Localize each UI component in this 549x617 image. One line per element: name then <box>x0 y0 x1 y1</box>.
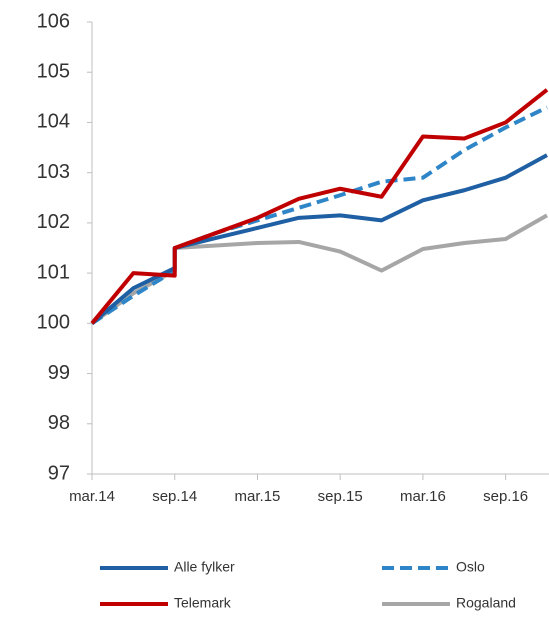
series-line <box>90 88 549 325</box>
x-tick-label: sep.16 <box>483 488 528 505</box>
y-tick-label: 97 <box>48 462 70 484</box>
y-tick-label: 100 <box>37 312 70 334</box>
x-tick-label: mar.16 <box>400 488 446 505</box>
series-line <box>90 213 548 325</box>
y-tick-label: 106 <box>37 10 70 32</box>
series-line <box>90 153 548 325</box>
legend-label: Rogaland <box>456 595 516 611</box>
legend-label: Alle fylker <box>174 559 235 575</box>
legend-label: Oslo <box>456 559 485 575</box>
x-tick-label: mar.14 <box>69 488 115 505</box>
x-tick-label: mar.15 <box>235 488 281 505</box>
y-tick-label: 98 <box>48 412 70 434</box>
x-tick-label: sep.15 <box>318 488 363 505</box>
y-tick-label: 105 <box>37 61 70 83</box>
y-tick-label: 101 <box>37 261 70 283</box>
y-tick-label: 104 <box>37 111 70 133</box>
legend-label: Telemark <box>174 595 232 611</box>
y-tick-label: 99 <box>48 362 70 384</box>
y-tick-label: 103 <box>37 161 70 183</box>
y-tick-label: 102 <box>37 211 70 233</box>
x-tick-label: sep.14 <box>152 488 197 505</box>
